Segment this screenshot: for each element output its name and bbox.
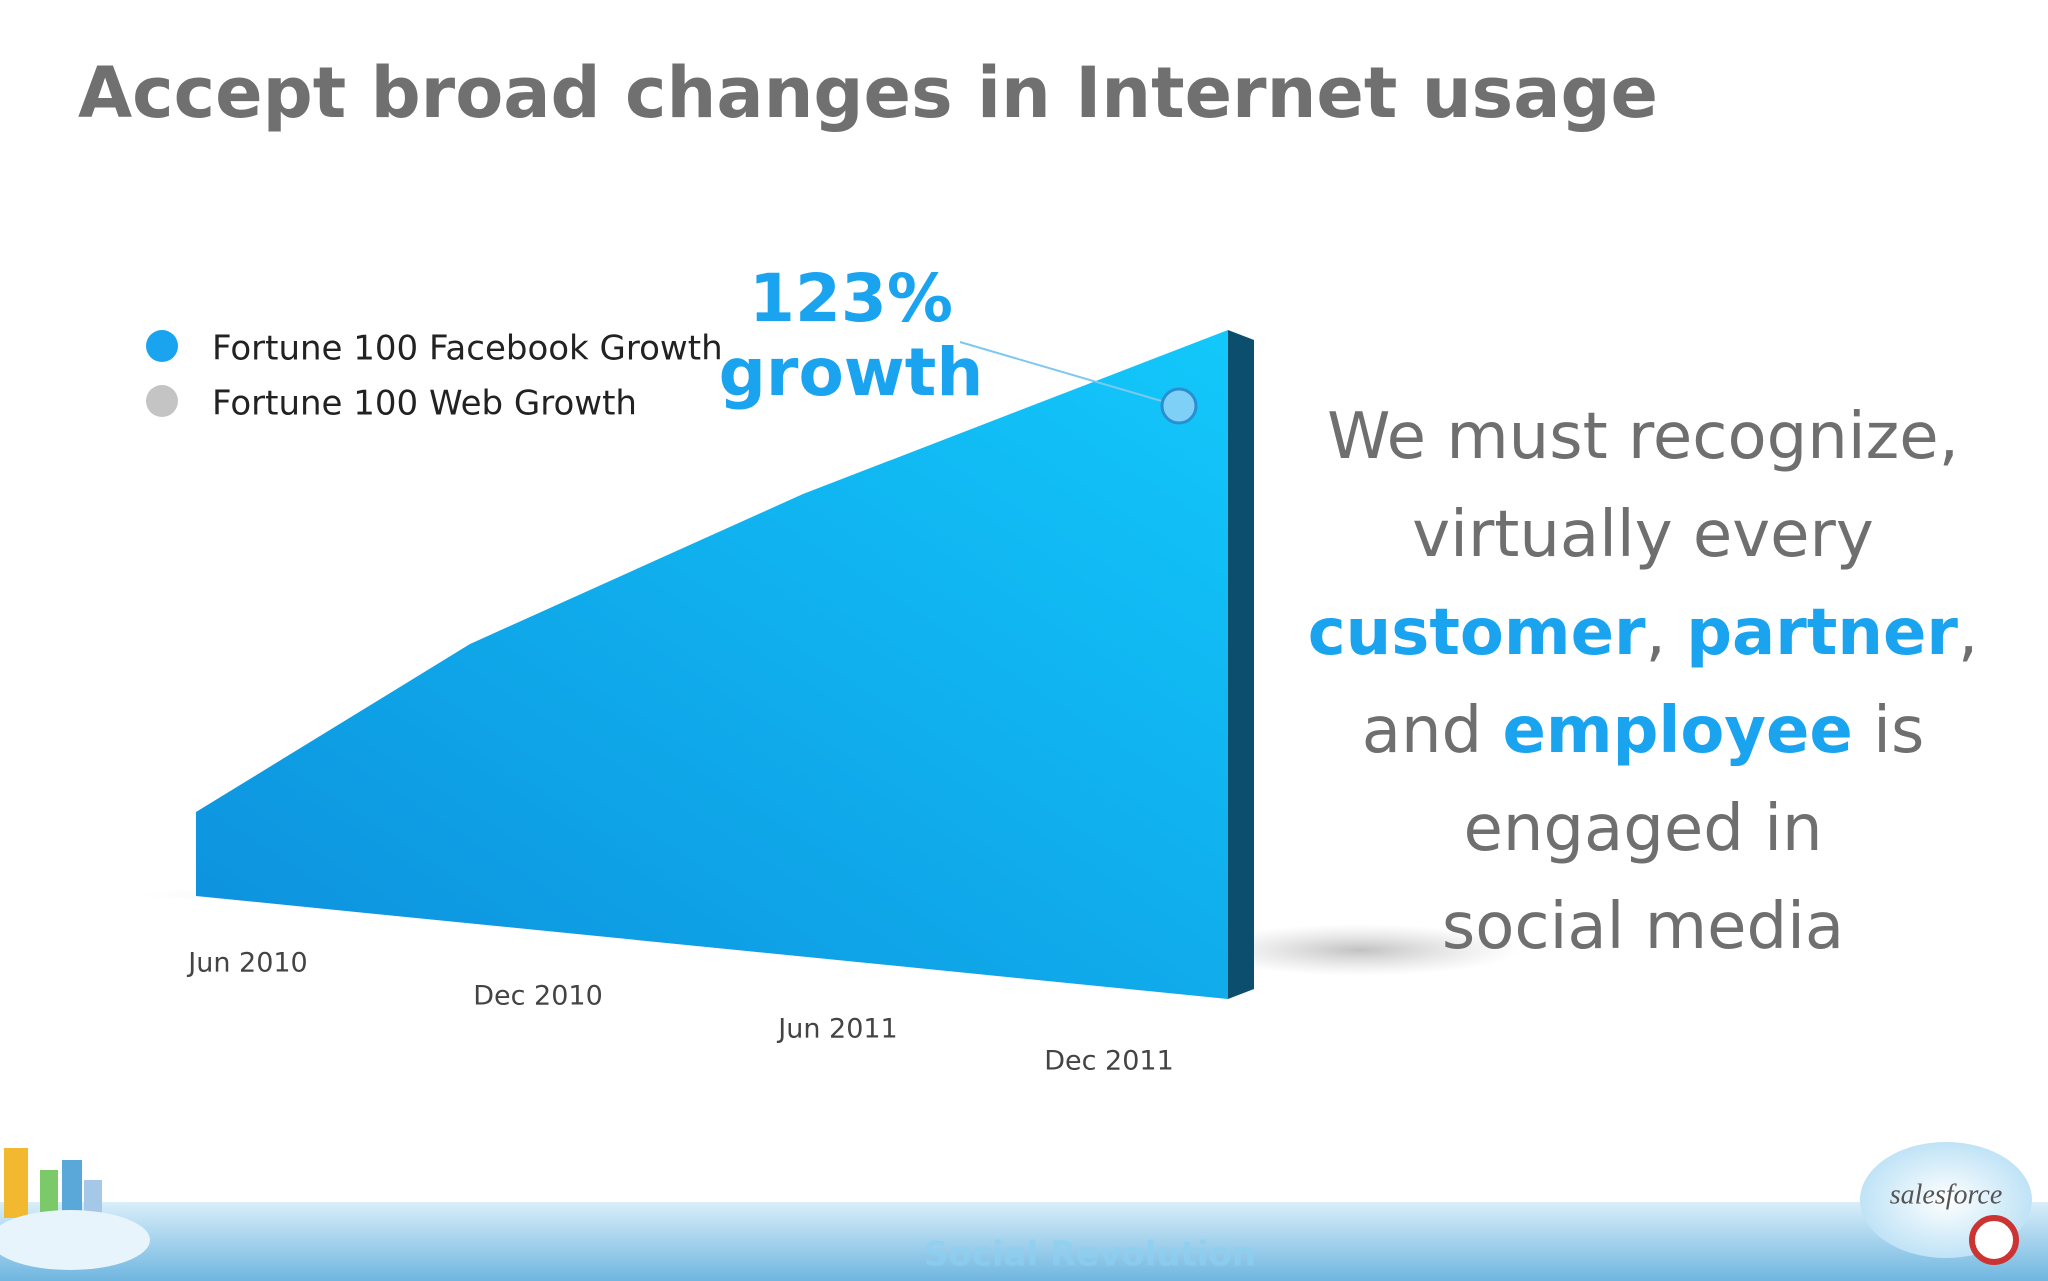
footer-caption: Social Revolution <box>924 1235 1256 1275</box>
logo-brand: salesforce <box>1890 1179 2003 1210</box>
statement-line: virtually every <box>1412 498 1873 572</box>
statement-highlight: employee <box>1502 694 1852 768</box>
annotation-value: 123% <box>749 260 953 337</box>
legend-label: Fortune 100 Facebook Growth <box>212 329 723 369</box>
chart-shadow <box>1200 924 1520 976</box>
x-axis-label: Dec 2010 <box>473 981 603 1012</box>
statement-highlight: customer <box>1308 596 1646 670</box>
annotation-marker <box>1160 387 1198 425</box>
statement-text: , <box>1958 596 1978 670</box>
statement-line: and employee is <box>1362 694 1925 768</box>
legend-swatch <box>146 330 178 362</box>
statement-text: We must recognize, <box>1327 400 1959 474</box>
legend-label: Fortune 100 Web Growth <box>212 384 637 424</box>
statement-text: is <box>1853 694 1924 768</box>
growth-area <box>196 330 1228 999</box>
legend-swatch <box>146 385 178 417</box>
statement-text: engaged in <box>1463 792 1822 866</box>
slide-title: Accept broad changes in Internet usage <box>78 52 1658 134</box>
annotation-text: growth <box>719 334 984 411</box>
statement-text: and <box>1362 694 1503 768</box>
footer-band <box>0 1202 2048 1281</box>
statement-text: , <box>1646 596 1687 670</box>
growth-area-side <box>1228 330 1254 999</box>
logo-badge <box>1969 1215 2019 1265</box>
x-axis-label: Jun 2011 <box>776 1014 897 1045</box>
statement-line: social media <box>1442 890 1844 964</box>
statement-line: customer, partner, <box>1308 596 1979 670</box>
x-axis-label: Jun 2010 <box>186 948 307 979</box>
footer-skyline <box>0 1148 150 1270</box>
statement-line: engaged in <box>1463 792 1822 866</box>
statement-text: virtually every <box>1412 498 1873 572</box>
statement-highlight: partner <box>1686 596 1958 670</box>
statement-line: We must recognize, <box>1327 400 1959 474</box>
statement-text: social media <box>1442 890 1844 964</box>
annotation-leader <box>959 341 1166 403</box>
x-axis-label: Dec 2011 <box>1044 1046 1174 1077</box>
